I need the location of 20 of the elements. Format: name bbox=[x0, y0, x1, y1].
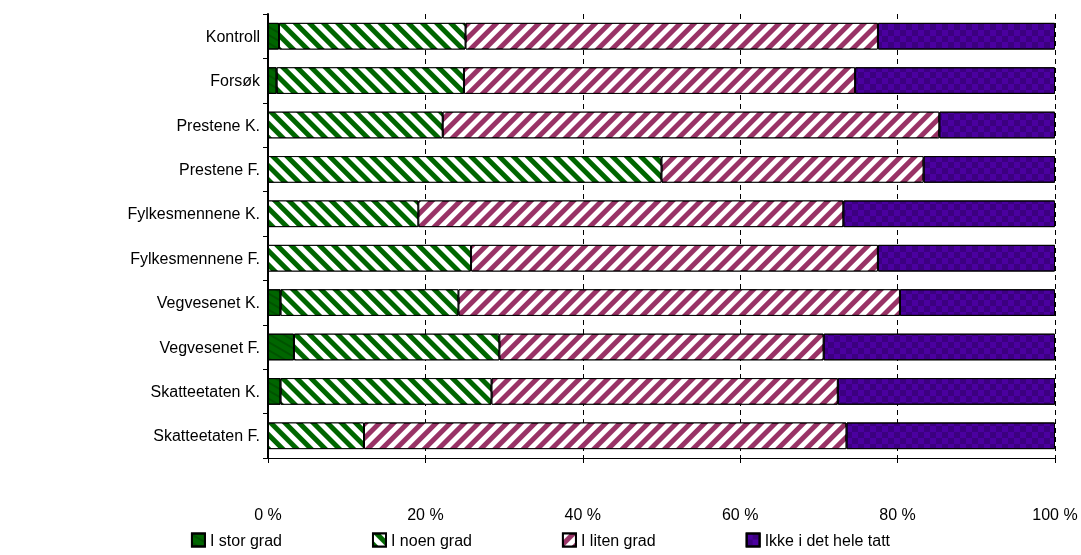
x-tick-label: 0 % bbox=[254, 505, 282, 523]
x-tick-label: 60 % bbox=[721, 505, 759, 523]
y-tick-label: Forsøk bbox=[210, 72, 261, 90]
y-tick-label: Fylkesmennene F. bbox=[130, 249, 260, 267]
legend-label: Ikke i det hele tatt bbox=[764, 531, 891, 549]
legend-label: I stor grad bbox=[209, 531, 282, 549]
y-tick-label: Prestene F. bbox=[179, 160, 260, 178]
legend-label: I noen grad bbox=[390, 531, 472, 549]
x-tick-label: 20 % bbox=[407, 505, 444, 523]
y-tick-label: Skatteetaten K. bbox=[150, 382, 260, 400]
x-tick-label: 80 % bbox=[879, 505, 916, 523]
y-tick-label: Skatteetaten F. bbox=[153, 427, 260, 445]
y-tick-label: Prestene K. bbox=[176, 116, 260, 134]
legend-label: I liten grad bbox=[580, 531, 656, 549]
y-tick-label: Kontroll bbox=[205, 27, 260, 45]
x-tick-label: 100 % bbox=[1032, 505, 1078, 523]
y-tick-label: Vegvesenet K. bbox=[156, 294, 260, 312]
y-tick-label: Vegvesenet F. bbox=[159, 338, 260, 356]
y-tick-label: Fylkesmennene K. bbox=[127, 205, 260, 223]
x-tick-label: 40 % bbox=[564, 505, 602, 523]
